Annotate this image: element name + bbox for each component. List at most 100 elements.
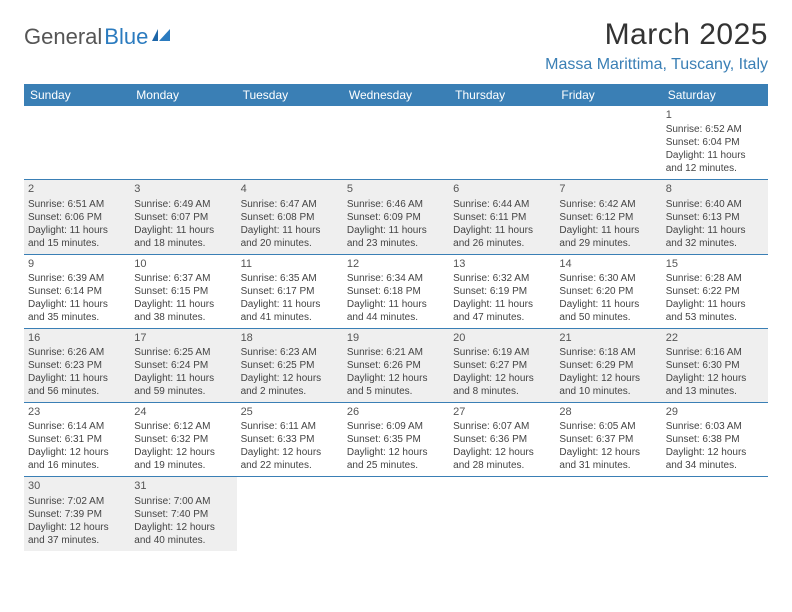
sunset-text: Sunset: 6:18 PM	[347, 285, 445, 298]
calendar-cell: 30Sunrise: 7:02 AMSunset: 7:39 PMDayligh…	[24, 477, 130, 550]
day-header: Wednesday	[343, 84, 449, 106]
sunset-text: Sunset: 6:25 PM	[241, 359, 339, 372]
daylight2-text: and 40 minutes.	[134, 534, 232, 547]
sunrise-text: Sunrise: 6:07 AM	[453, 420, 551, 433]
daylight2-text: and 22 minutes.	[241, 459, 339, 472]
calendar-cell: 1Sunrise: 6:52 AMSunset: 6:04 PMDaylight…	[662, 106, 768, 179]
daylight2-text: and 25 minutes.	[347, 459, 445, 472]
calendar-cell: 7Sunrise: 6:42 AMSunset: 6:12 PMDaylight…	[555, 180, 661, 253]
daylight2-text: and 53 minutes.	[666, 311, 764, 324]
daylight1-text: Daylight: 11 hours	[28, 372, 126, 385]
daylight1-text: Daylight: 11 hours	[666, 224, 764, 237]
day-number: 3	[134, 182, 232, 196]
day-number: 15	[666, 257, 764, 271]
sunrise-text: Sunrise: 6:51 AM	[28, 198, 126, 211]
calendar-cell	[24, 106, 130, 179]
day-header: Monday	[130, 84, 236, 106]
day-number: 18	[241, 331, 339, 345]
daylight2-text: and 59 minutes.	[134, 385, 232, 398]
sunrise-text: Sunrise: 6:14 AM	[28, 420, 126, 433]
sunset-text: Sunset: 6:17 PM	[241, 285, 339, 298]
day-number: 1	[666, 108, 764, 122]
day-number: 11	[241, 257, 339, 271]
sunrise-text: Sunrise: 6:12 AM	[134, 420, 232, 433]
daylight1-text: Daylight: 11 hours	[347, 298, 445, 311]
calendar-cell: 9Sunrise: 6:39 AMSunset: 6:14 PMDaylight…	[24, 255, 130, 328]
daylight1-text: Daylight: 12 hours	[559, 372, 657, 385]
daylight1-text: Daylight: 12 hours	[666, 446, 764, 459]
sunset-text: Sunset: 6:30 PM	[666, 359, 764, 372]
calendar-cell: 28Sunrise: 6:05 AMSunset: 6:37 PMDayligh…	[555, 403, 661, 476]
sunrise-text: Sunrise: 6:21 AM	[347, 346, 445, 359]
calendar-cell: 8Sunrise: 6:40 AMSunset: 6:13 PMDaylight…	[662, 180, 768, 253]
daylight2-text: and 23 minutes.	[347, 237, 445, 250]
day-number: 5	[347, 182, 445, 196]
daylight2-text: and 15 minutes.	[28, 237, 126, 250]
sunrise-text: Sunrise: 6:37 AM	[134, 272, 232, 285]
sunset-text: Sunset: 6:12 PM	[559, 211, 657, 224]
month-title: March 2025	[545, 18, 768, 52]
daylight1-text: Daylight: 11 hours	[28, 224, 126, 237]
daylight1-text: Daylight: 11 hours	[347, 224, 445, 237]
calendar-cell	[343, 477, 449, 550]
sunrise-text: Sunrise: 6:52 AM	[666, 123, 764, 136]
day-number: 26	[347, 405, 445, 419]
sunrise-text: Sunrise: 6:28 AM	[666, 272, 764, 285]
sunrise-text: Sunrise: 7:00 AM	[134, 495, 232, 508]
daylight1-text: Daylight: 11 hours	[134, 298, 232, 311]
daylight1-text: Daylight: 12 hours	[28, 521, 126, 534]
daylight2-text: and 41 minutes.	[241, 311, 339, 324]
logo: General Blue	[24, 24, 174, 50]
day-header: Thursday	[449, 84, 555, 106]
sunset-text: Sunset: 6:08 PM	[241, 211, 339, 224]
day-header: Saturday	[662, 84, 768, 106]
daylight1-text: Daylight: 11 hours	[241, 224, 339, 237]
sunrise-text: Sunrise: 6:47 AM	[241, 198, 339, 211]
calendar-cell: 12Sunrise: 6:34 AMSunset: 6:18 PMDayligh…	[343, 255, 449, 328]
day-number: 2	[28, 182, 126, 196]
title-block: March 2025 Massa Marittima, Tuscany, Ita…	[545, 18, 768, 74]
daylight2-text: and 34 minutes.	[666, 459, 764, 472]
sunrise-text: Sunrise: 6:11 AM	[241, 420, 339, 433]
calendar-cell: 5Sunrise: 6:46 AMSunset: 6:09 PMDaylight…	[343, 180, 449, 253]
daylight1-text: Daylight: 12 hours	[28, 446, 126, 459]
sunset-text: Sunset: 6:19 PM	[453, 285, 551, 298]
sunrise-text: Sunrise: 7:02 AM	[28, 495, 126, 508]
sunset-text: Sunset: 7:39 PM	[28, 508, 126, 521]
daylight2-text: and 16 minutes.	[28, 459, 126, 472]
calendar-cell: 2Sunrise: 6:51 AMSunset: 6:06 PMDaylight…	[24, 180, 130, 253]
sunrise-text: Sunrise: 6:16 AM	[666, 346, 764, 359]
calendar-week: 9Sunrise: 6:39 AMSunset: 6:14 PMDaylight…	[24, 255, 768, 329]
sunrise-text: Sunrise: 6:49 AM	[134, 198, 232, 211]
daylight1-text: Daylight: 11 hours	[134, 372, 232, 385]
day-number: 27	[453, 405, 551, 419]
calendar-cell	[662, 477, 768, 550]
day-number: 14	[559, 257, 657, 271]
day-number: 24	[134, 405, 232, 419]
sunrise-text: Sunrise: 6:30 AM	[559, 272, 657, 285]
calendar-cell	[449, 106, 555, 179]
day-number: 17	[134, 331, 232, 345]
calendar-cell: 10Sunrise: 6:37 AMSunset: 6:15 PMDayligh…	[130, 255, 236, 328]
daylight2-text: and 10 minutes.	[559, 385, 657, 398]
daylight1-text: Daylight: 12 hours	[134, 521, 232, 534]
calendar-cell: 27Sunrise: 6:07 AMSunset: 6:36 PMDayligh…	[449, 403, 555, 476]
page-header: General Blue March 2025 Massa Marittima,…	[24, 18, 768, 74]
sunset-text: Sunset: 6:32 PM	[134, 433, 232, 446]
calendar-week: 16Sunrise: 6:26 AMSunset: 6:23 PMDayligh…	[24, 329, 768, 403]
calendar: SundayMondayTuesdayWednesdayThursdayFrid…	[24, 84, 768, 551]
daylight2-text: and 20 minutes.	[241, 237, 339, 250]
daylight2-text: and 38 minutes.	[134, 311, 232, 324]
sunrise-text: Sunrise: 6:19 AM	[453, 346, 551, 359]
daylight1-text: Daylight: 12 hours	[347, 372, 445, 385]
daylight2-text: and 37 minutes.	[28, 534, 126, 547]
calendar-week: 23Sunrise: 6:14 AMSunset: 6:31 PMDayligh…	[24, 403, 768, 477]
sunrise-text: Sunrise: 6:40 AM	[666, 198, 764, 211]
calendar-cell	[237, 106, 343, 179]
sunrise-text: Sunrise: 6:09 AM	[347, 420, 445, 433]
sunset-text: Sunset: 6:31 PM	[28, 433, 126, 446]
daylight2-text: and 26 minutes.	[453, 237, 551, 250]
calendar-cell	[449, 477, 555, 550]
daylight2-text: and 12 minutes.	[666, 162, 764, 175]
daylight1-text: Daylight: 11 hours	[453, 224, 551, 237]
